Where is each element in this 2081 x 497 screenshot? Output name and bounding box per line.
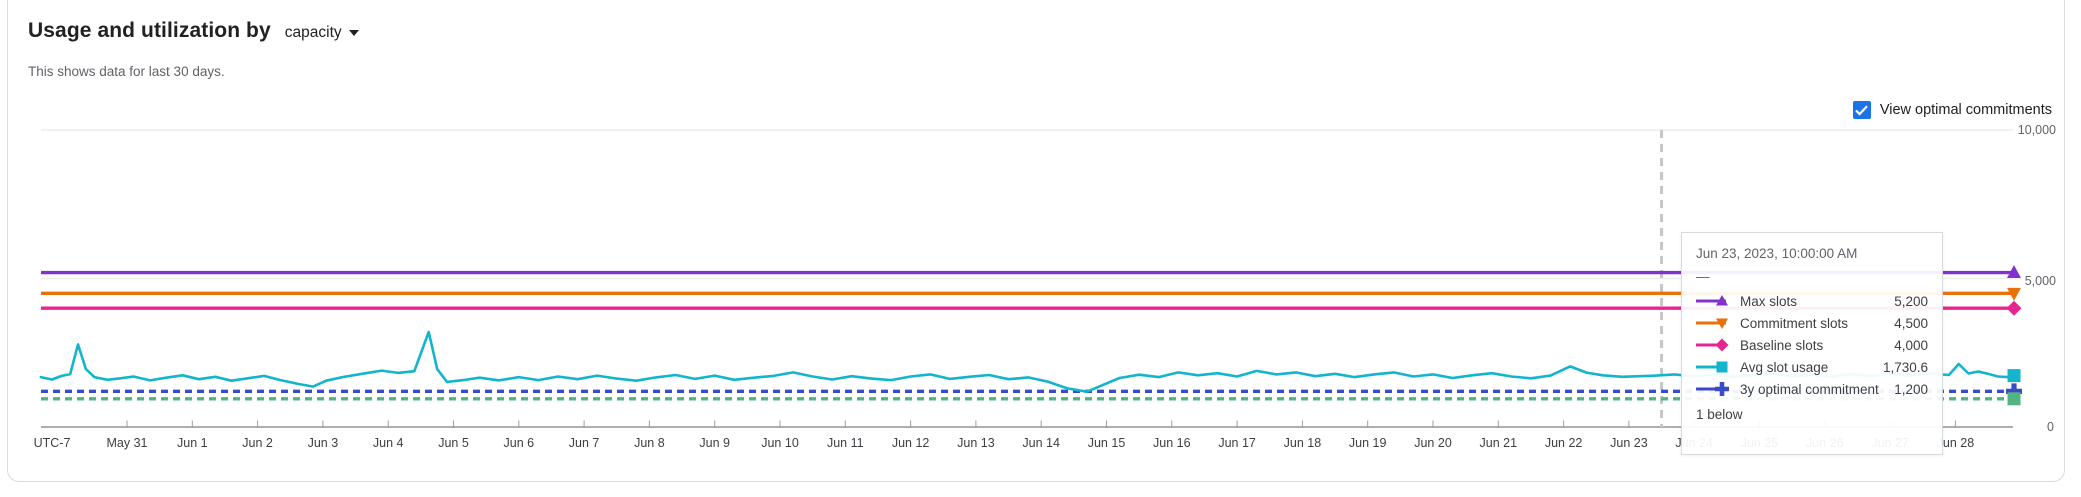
x-axis-label: Jun 13	[957, 436, 995, 450]
tooltip-separator: —	[1696, 269, 1710, 284]
dimension-dropdown-value: capacity	[284, 24, 342, 41]
x-axis-label: Jun 18	[1284, 436, 1322, 450]
x-axis-label: Jun 21	[1480, 436, 1518, 450]
x-axis-label: Jun 12	[892, 436, 930, 450]
subtitle: This shows data for last 30 days.	[28, 64, 225, 79]
tooltip-series-value: 5,200	[1894, 293, 1928, 309]
y-axis-label: 0	[2047, 420, 2054, 434]
series-swatch-square-icon	[1696, 361, 1728, 373]
tooltip-row: 3y optimal commitment 1,200	[1696, 378, 1928, 400]
tooltip-rows: Max slots 5,200 Commitment slots 4,500 Basel…	[1696, 290, 1928, 400]
series-end-marker	[2006, 383, 2022, 400]
series-end-marker	[2007, 392, 2021, 406]
x-axis-label: Jun 22	[1545, 436, 1583, 450]
view-optimal-commitments-label: View optimal commitments	[1879, 102, 2052, 118]
tooltip-series-label: 3y optimal commitment	[1740, 381, 1879, 397]
series-swatch-diamond-icon	[1696, 338, 1729, 352]
card-header: Usage and utilization by capacity	[28, 19, 359, 43]
x-axis-label: Jun 10	[761, 436, 799, 450]
chevron-down-icon	[348, 30, 359, 36]
x-axis-label: Jun 14	[1022, 436, 1060, 450]
series-end-marker	[2007, 287, 2021, 301]
usage-utilization-card: Usage and utilization by capacity This s…	[7, 0, 2065, 482]
tooltip-series-value: 1,730.6	[1882, 359, 1928, 375]
x-axis-label: Jun 19	[1349, 436, 1387, 450]
x-axis-label: Jun 16	[1153, 436, 1191, 450]
x-axis-label: Jun 3	[308, 436, 339, 450]
tooltip-series-label: Baseline slots	[1740, 337, 1824, 353]
x-axis-label: Jun 15	[1088, 436, 1126, 450]
x-axis-label: Jun 1	[177, 436, 208, 450]
dimension-dropdown[interactable]: capacity	[285, 24, 359, 42]
check-icon	[1855, 104, 1869, 116]
view-optimal-commitments-toggle[interactable]: View optimal commitments	[1852, 101, 2052, 119]
tooltip-overflow-note: 1 below	[1696, 407, 1743, 422]
x-axis-label: May 31	[107, 436, 148, 450]
tooltip-row: Commitment slots 4,500	[1696, 312, 1928, 334]
checkbox-checked-icon[interactable]	[1852, 101, 1871, 119]
tooltip-series-value: 1,200	[1894, 381, 1928, 397]
x-axis-label: Jun 9	[699, 436, 730, 450]
x-axis-label: Jun 17	[1218, 436, 1256, 450]
tooltip-series-label: Commitment slots	[1740, 315, 1849, 331]
tooltip-series-label: Max slots	[1740, 293, 1798, 309]
x-axis-label: Jun 2	[242, 436, 273, 450]
tooltip-series-value: 4,500	[1894, 315, 1928, 331]
y-axis-label: 5,000	[2025, 274, 2056, 288]
x-axis-label: Jun 20	[1414, 436, 1452, 450]
x-axis-label: Jun 5	[438, 436, 469, 450]
tooltip-timestamp: Jun 23, 2023, 10:00:00 AM	[1696, 246, 1858, 261]
x-axis-timezone-label: UTC-7	[34, 436, 71, 450]
x-axis-label: Jun 23	[1610, 436, 1648, 450]
chart-tooltip: Jun 23, 2023, 10:00:00 AM — Max slots 5,2…	[1681, 232, 1943, 455]
x-axis-label: Jun 8	[634, 436, 665, 450]
x-axis-label: Jun 6	[504, 436, 535, 450]
tooltip-row: Baseline slots 4,000	[1696, 334, 1928, 356]
x-axis-label: Jun 4	[373, 436, 404, 450]
series-end-marker	[2007, 369, 2021, 383]
series-swatch-triangle-up-icon	[1696, 295, 1728, 306]
page-title: Usage and utilization by	[28, 19, 271, 42]
series-swatch-triangle-down-icon	[1696, 318, 1728, 329]
x-axis-label: Jun 7	[569, 436, 600, 450]
x-axis-label: Jun 28	[1937, 436, 1975, 450]
series-swatch-plus-icon	[1696, 382, 1729, 396]
tooltip-series-value: 4,000	[1894, 337, 1928, 353]
x-axis-label: Jun 11	[827, 436, 864, 450]
tooltip-series-label: Avg slot usage	[1740, 359, 1829, 375]
series-end-marker	[2006, 300, 2022, 316]
tooltip-row: Avg slot usage 1,730.6	[1696, 356, 1928, 378]
series-end-marker	[2007, 265, 2021, 279]
y-axis-label: 10,000	[2018, 123, 2056, 137]
tooltip-row: Max slots 5,200	[1696, 290, 1928, 312]
